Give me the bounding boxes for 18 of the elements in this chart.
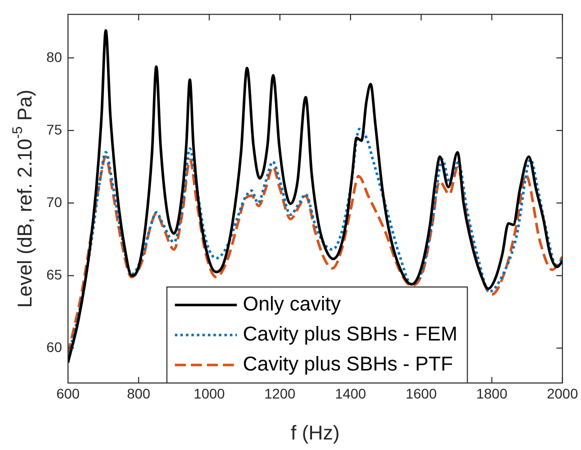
x-tick-label: 2000 bbox=[546, 385, 578, 402]
x-tick-label: 600 bbox=[56, 385, 80, 402]
y-axis-title: Level (dB, ref. 2.10-5 Pa) bbox=[8, 90, 37, 308]
x-tick-label: 1200 bbox=[264, 385, 296, 402]
x-tick-label: 1000 bbox=[194, 385, 226, 402]
legend-label: Cavity plus SBHs - PTF bbox=[242, 354, 453, 376]
y-tick-label: 70 bbox=[46, 194, 62, 210]
x-tick-label: 1600 bbox=[406, 385, 437, 402]
y-tick-label: 65 bbox=[46, 266, 62, 282]
x-axis-title: f (Hz) bbox=[290, 422, 340, 445]
x-tick-label: 1400 bbox=[334, 385, 366, 402]
y-tick-label: 60 bbox=[46, 339, 62, 356]
y-tick-label: 80 bbox=[46, 48, 62, 65]
x-tick-label: 800 bbox=[126, 385, 151, 402]
x-tick-label: 1800 bbox=[476, 385, 508, 402]
legend-label: Cavity plus SBHs - FEM bbox=[242, 324, 458, 346]
legend-label: Only cavity bbox=[242, 294, 341, 316]
y-tick-label: 75 bbox=[46, 121, 62, 138]
